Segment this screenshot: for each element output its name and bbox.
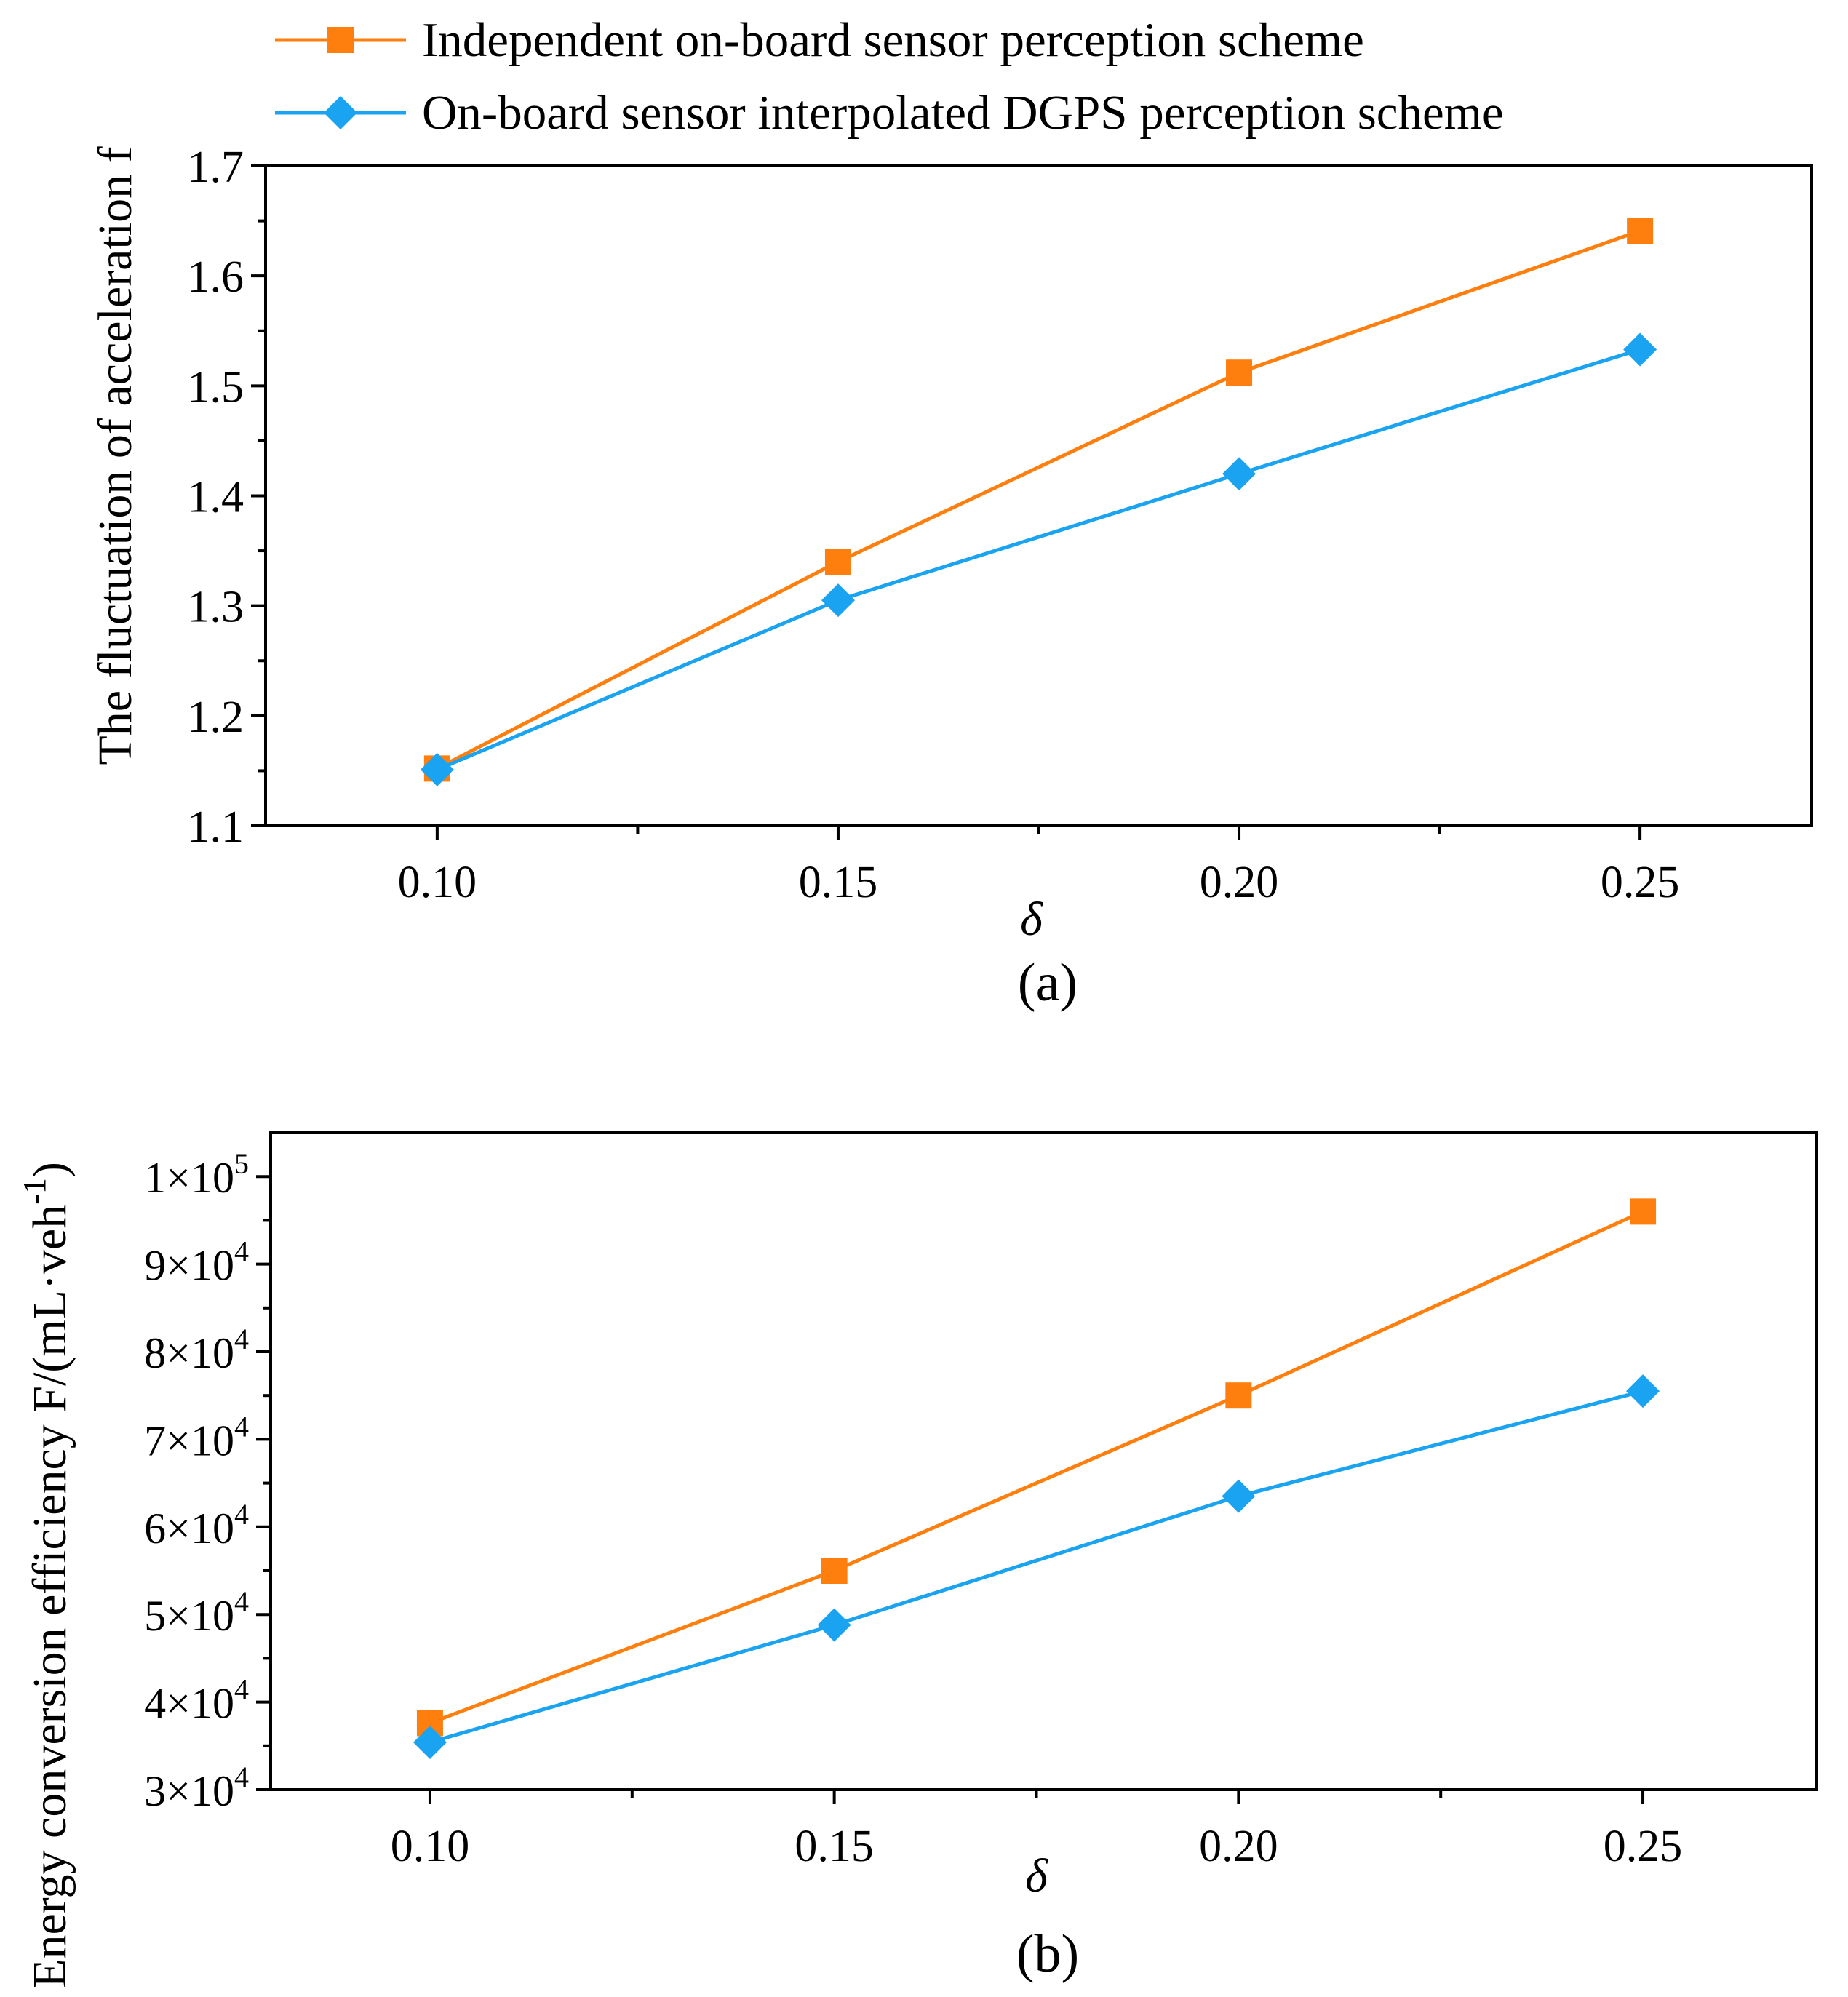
y-tick-mantissa: 7×10 <box>144 1416 234 1464</box>
series-dgps <box>413 1374 1660 1759</box>
y-tick-label: 1.6 <box>188 252 244 302</box>
x-tick-label: 0.20 <box>1199 1822 1278 1871</box>
y-tick-label: 4×104 <box>144 1673 249 1728</box>
chart-b: 3×1044×1045×1046×1047×1048×1049×1041×105… <box>17 1131 1818 1988</box>
y-tick-exponent: 4 <box>234 1673 249 1706</box>
series-dgps <box>420 332 1657 786</box>
y-tick-mantissa: 3×10 <box>144 1767 234 1815</box>
y-axis-label: Energy conversion efficiency F/(mL·veh-1… <box>17 1162 76 1988</box>
data-point <box>824 549 851 575</box>
data-point <box>1226 359 1253 386</box>
y-tick-label: 3×104 <box>144 1761 249 1815</box>
data-point <box>413 1725 447 1759</box>
y-axis-label-text: Energy conversion efficiency F/(mL·veh <box>23 1205 76 1988</box>
data-point <box>1630 1198 1657 1225</box>
series-line <box>436 348 1641 772</box>
y-tick-label: 7×104 <box>144 1410 249 1464</box>
y-axis-label-text: The fluctuation of acceleration f <box>89 146 142 765</box>
plot-frame <box>269 1131 1818 1791</box>
x-tick-label: 0.25 <box>1604 1822 1683 1871</box>
y-tick-mantissa: 6×10 <box>144 1504 234 1552</box>
y-tick-mantissa: 1×10 <box>144 1154 234 1202</box>
data-point <box>817 1608 851 1642</box>
series-line <box>429 1389 1644 1745</box>
data-point <box>420 752 454 786</box>
y-tick-label: 8×104 <box>144 1323 249 1377</box>
y-axis-label: The fluctuation of acceleration f <box>89 146 142 765</box>
y-tick-label: 1.5 <box>188 362 244 412</box>
y-tick-label: 1.3 <box>188 583 244 632</box>
y-tick-label: 1.2 <box>188 693 244 742</box>
data-point <box>1222 457 1256 491</box>
y-tick-exponent: 4 <box>234 1235 249 1268</box>
y-tick-label: 1.7 <box>188 143 244 192</box>
y-axis-label-superscript: -1 <box>17 1178 52 1205</box>
legend-label: On-board sensor interpolated DGPS percep… <box>422 86 1504 140</box>
data-point <box>1222 1479 1256 1513</box>
data-point <box>1627 218 1654 244</box>
legend-item: On-board sensor interpolated DGPS percep… <box>275 86 1504 140</box>
y-tick-mantissa: 4×10 <box>144 1680 234 1728</box>
y-tick-label: 1.4 <box>188 473 244 522</box>
x-tick-label: 0.15 <box>799 858 878 907</box>
x-tick-label: 0.25 <box>1601 858 1680 907</box>
x-axis-label: δ <box>1020 893 1043 946</box>
series-independent <box>416 1198 1657 1737</box>
data-point <box>1225 1382 1252 1409</box>
y-tick-exponent: 4 <box>234 1585 249 1618</box>
plot-frame <box>264 164 1813 827</box>
y-tick-label: 5×104 <box>144 1585 249 1640</box>
chart-a: 1.1 1.2 1.3 1.4 1.5 1.6 1.7 0.10 0.15 0.20 0.25 δ Th… <box>89 143 1813 1013</box>
x-tick-label: 0.10 <box>391 1822 470 1871</box>
panel-label: (a) <box>1018 953 1078 1013</box>
y-tick-mantissa: 8×10 <box>144 1329 234 1377</box>
y-tick-exponent: 4 <box>234 1410 249 1443</box>
y-tick-label: 1×105 <box>144 1147 249 1202</box>
y-tick-exponent: 4 <box>234 1498 249 1531</box>
data-point <box>1623 332 1657 367</box>
legend-marker <box>327 27 354 53</box>
y-tick-exponent: 5 <box>234 1147 249 1180</box>
y-axis-label-close: ) <box>23 1162 76 1178</box>
series-line <box>436 228 1641 770</box>
legend: Independent on-board sensor perception s… <box>275 13 1504 140</box>
legend-marker <box>324 96 357 129</box>
y-tick-mantissa: 5×10 <box>144 1592 234 1640</box>
y-tick-exponent: 4 <box>234 1761 249 1793</box>
x-tick-label: 0.10 <box>398 858 477 907</box>
y-tick-mantissa: 9×10 <box>144 1242 234 1290</box>
y-tick-label: 6×104 <box>144 1498 249 1552</box>
x-axis-label: δ <box>1025 1849 1048 1902</box>
y-tick-exponent: 4 <box>234 1323 249 1355</box>
data-point <box>821 583 855 618</box>
legend-item: Independent on-board sensor perception s… <box>275 13 1364 67</box>
y-tick-label: 1.1 <box>188 802 244 852</box>
x-tick-label: 0.20 <box>1200 858 1279 907</box>
data-point <box>1626 1374 1660 1408</box>
data-point <box>821 1558 848 1584</box>
panel-label: (b) <box>1016 1924 1079 1984</box>
legend-label: Independent on-board sensor perception s… <box>422 13 1364 67</box>
y-tick-label: 9×104 <box>144 1235 249 1290</box>
series-line <box>429 1210 1644 1725</box>
x-tick-label: 0.15 <box>794 1822 874 1871</box>
